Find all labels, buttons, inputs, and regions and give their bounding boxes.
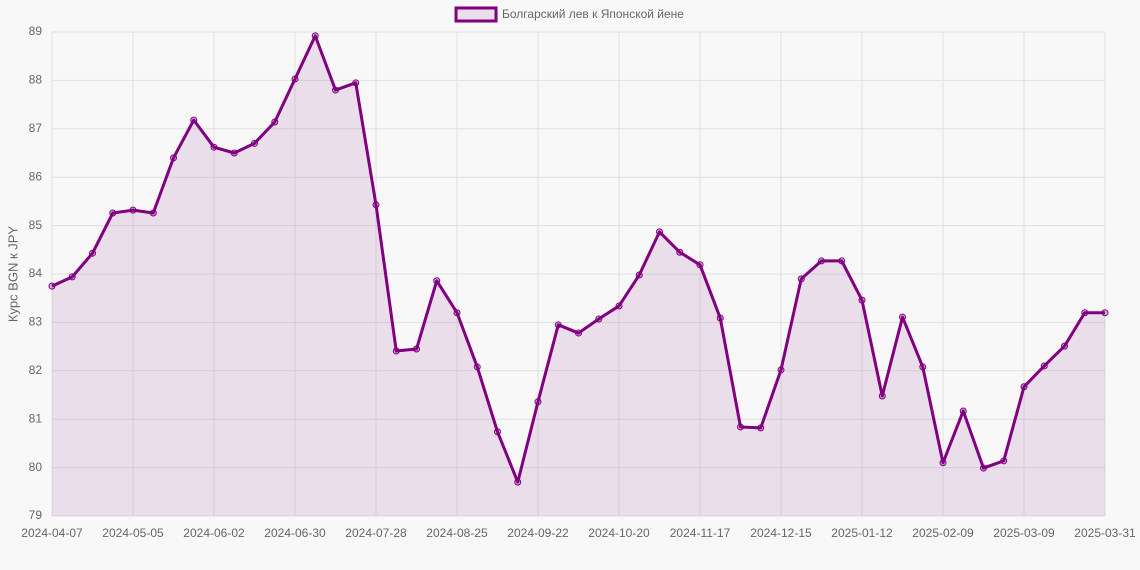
x-tick-label: 2024-09-22 xyxy=(507,526,569,540)
point xyxy=(149,209,157,217)
point xyxy=(635,271,643,279)
point xyxy=(352,79,360,87)
x-tick-label: 2025-01-12 xyxy=(831,526,893,540)
point xyxy=(230,149,238,157)
x-tick-label: 2024-10-20 xyxy=(588,526,650,540)
point xyxy=(818,257,825,265)
x-tick-label: 2025-03-31 xyxy=(1074,526,1136,540)
y-tick-label: 82 xyxy=(29,363,43,377)
point xyxy=(392,347,400,355)
point xyxy=(210,143,218,151)
point xyxy=(271,118,279,126)
line xyxy=(51,34,1105,484)
point xyxy=(595,315,603,323)
point xyxy=(311,32,319,40)
y-axis-label: Курс BGN к JPY xyxy=(5,226,20,323)
point xyxy=(332,86,339,94)
point xyxy=(980,464,987,472)
point xyxy=(939,459,947,467)
y-tick-label: 81 xyxy=(29,411,43,425)
y-tick-label: 83 xyxy=(29,315,43,329)
point xyxy=(1061,342,1068,350)
y-tick-label: 87 xyxy=(29,121,43,135)
point xyxy=(575,329,582,337)
point xyxy=(514,478,522,486)
point xyxy=(413,345,420,353)
point xyxy=(919,363,927,371)
point xyxy=(433,277,441,285)
point xyxy=(170,154,177,162)
x-tick-label: 2024-12-15 xyxy=(750,526,812,540)
x-tick-label: 2025-02-09 xyxy=(912,526,974,540)
point xyxy=(1040,362,1048,370)
point xyxy=(878,392,886,400)
point xyxy=(676,248,684,256)
point xyxy=(372,201,380,209)
point xyxy=(797,275,805,283)
point xyxy=(696,261,704,269)
x-tick-label: 2024-06-30 xyxy=(264,526,326,540)
y-tick-label: 89 xyxy=(29,24,43,38)
point xyxy=(716,314,724,322)
y-tick-label: 86 xyxy=(29,169,43,183)
point xyxy=(1081,309,1089,317)
x-tick-label: 2024-11-17 xyxy=(670,526,731,540)
point xyxy=(89,249,96,257)
point xyxy=(615,302,623,310)
area xyxy=(52,35,1105,516)
point xyxy=(129,206,137,214)
point xyxy=(453,309,461,317)
point xyxy=(251,139,258,147)
point xyxy=(494,428,501,436)
x-tick-label: 2025-03-09 xyxy=(993,526,1055,540)
point xyxy=(757,424,765,432)
legend-label: Болгарский лев к Японской йене xyxy=(502,7,684,21)
point xyxy=(899,313,906,321)
point xyxy=(534,398,542,406)
point xyxy=(1101,309,1109,317)
point xyxy=(190,116,198,124)
y-tick-label: 85 xyxy=(29,218,43,232)
y-tick-label: 84 xyxy=(29,266,43,280)
point xyxy=(656,228,663,236)
x-tick-label: 2024-08-25 xyxy=(426,526,488,540)
point xyxy=(291,75,299,83)
point xyxy=(858,296,866,304)
x-tick-label: 2024-04-07 xyxy=(21,526,83,540)
legend-swatch xyxy=(454,6,498,23)
point xyxy=(554,321,562,329)
point xyxy=(1000,457,1008,465)
point xyxy=(48,282,56,290)
point xyxy=(1020,383,1028,391)
y-tick-label: 79 xyxy=(29,508,43,522)
point xyxy=(777,366,785,374)
point xyxy=(737,423,744,431)
point xyxy=(959,407,967,415)
point xyxy=(68,273,76,281)
point xyxy=(109,209,117,217)
y-tick-label: 80 xyxy=(29,460,43,474)
point xyxy=(473,363,481,371)
y-tick-label: 88 xyxy=(29,73,43,87)
legend: Болгарский лев к Японской йене xyxy=(454,6,684,23)
x-tick-label: 2024-05-05 xyxy=(102,526,164,540)
x-tick-label: 2024-06-02 xyxy=(183,526,245,540)
x-tick-label: 2024-07-28 xyxy=(345,526,407,540)
point xyxy=(838,257,846,265)
